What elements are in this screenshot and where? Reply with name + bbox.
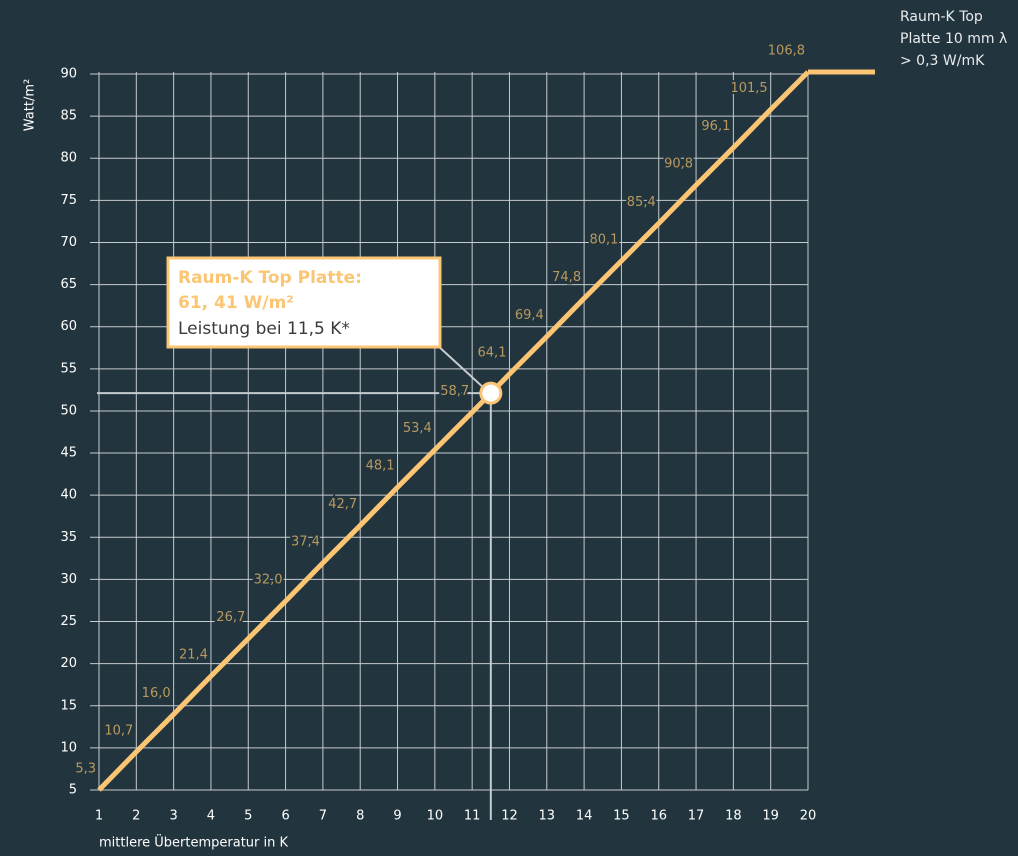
x-tick-label: 6	[281, 809, 289, 824]
y-tick-label: 80	[60, 151, 77, 166]
value-label: 42,7	[328, 497, 357, 512]
value-label: 69,4	[515, 308, 544, 323]
x-tick-label: 4	[207, 809, 215, 824]
x-tick-label: 18	[725, 809, 742, 824]
x-axis-title: mittlere Übertemperatur in K	[99, 834, 288, 851]
annotation-box	[166, 256, 442, 349]
x-tick-label: 9	[393, 809, 401, 824]
legend: Raum-K Top Platte 10 mm λ > 0,3 W/mK	[900, 9, 1008, 69]
value-label: 74,8	[552, 270, 581, 285]
x-tick-label: 8	[356, 809, 364, 824]
y-tick-label: 15	[60, 698, 77, 713]
x-tick-label: 3	[169, 809, 177, 824]
value-label: 10,7	[104, 723, 133, 738]
y-axis-title: Watt/m²	[23, 79, 38, 131]
x-tick-label: 7	[319, 809, 327, 824]
y-tick-label: 40	[60, 488, 77, 503]
x-tick-label: 12	[501, 809, 518, 824]
y-tick-label: 60	[60, 319, 77, 334]
x-tick-label: 16	[650, 809, 667, 824]
value-label: 101,5	[730, 81, 767, 96]
y-tick-label: 25	[60, 614, 77, 629]
annotation-value: 61, 41 W/m²	[178, 293, 294, 313]
y-tick-label: 30	[60, 572, 77, 587]
value-label: 64,1	[478, 346, 507, 361]
value-label: 90,8	[664, 157, 693, 172]
y-tick-label: 10	[60, 740, 77, 755]
x-tick-label: 11	[464, 809, 481, 824]
value-label: 32,0	[254, 573, 283, 588]
x-tick-label: 13	[539, 809, 556, 824]
x-tick-label: 14	[576, 809, 593, 824]
x-tick-label: 20	[800, 809, 817, 824]
value-label: 21,4	[179, 648, 208, 663]
y-tick-label: 45	[60, 446, 77, 461]
x-tick-label: 17	[688, 809, 705, 824]
x-tick-label: 5	[244, 809, 252, 824]
value-label: 58,7	[440, 384, 469, 399]
y-tick-label: 20	[60, 656, 77, 671]
x-tick-label: 2	[132, 809, 140, 824]
value-label: 96,1	[701, 119, 730, 134]
leader-line	[436, 344, 483, 387]
value-label: 48,1	[366, 459, 395, 474]
value-label: 106,8	[768, 44, 805, 59]
value-label: 16,0	[142, 686, 171, 701]
x-tick-label: 15	[613, 809, 630, 824]
y-tick-label: 50	[60, 403, 77, 418]
annotation-text: Leistung bei 11,5 K*	[178, 319, 350, 339]
value-label: 37,4	[291, 534, 320, 549]
value-label: 26,7	[216, 610, 245, 625]
y-tick-label: 90	[60, 67, 77, 82]
y-tick-label: 70	[60, 235, 77, 250]
x-tick-label: 1	[95, 809, 103, 824]
x-tick-label: 10	[427, 809, 444, 824]
value-label: 85,4	[627, 195, 656, 210]
y-tick-label: 65	[60, 277, 77, 292]
y-tick-label: 85	[60, 109, 77, 124]
x-tick-label: 19	[762, 809, 779, 824]
value-label: 5,3	[75, 762, 96, 777]
value-label: 80,1	[589, 232, 618, 247]
y-tick-label: 35	[60, 530, 77, 545]
annotation-point	[479, 381, 503, 405]
y-tick-label: 55	[60, 361, 77, 376]
series-line	[97, 70, 810, 792]
y-tick-label: 75	[60, 193, 77, 208]
value-label: 53,4	[403, 421, 432, 436]
y-tick-label: 5	[69, 783, 77, 798]
annotation-title: Raum-K Top Platte:	[178, 268, 362, 288]
